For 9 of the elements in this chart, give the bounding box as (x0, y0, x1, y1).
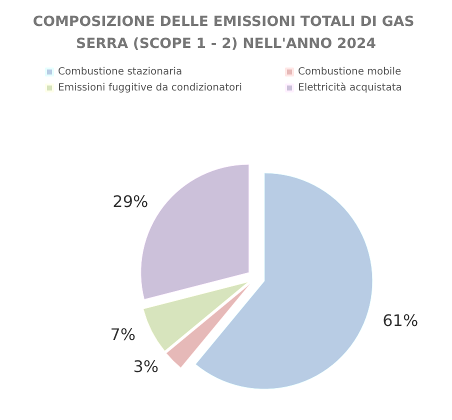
data-label: 3% (133, 356, 159, 376)
chart-title: COMPOSIZIONE DELLE EMISSIONI TOTALI DI GAS SERRA (SCOPE 1 - 2) NELL'ANNO 2024 (32, 14, 420, 52)
data-label: 29% (112, 192, 148, 211)
legend-label: Emissioni fuggitive da condizionatori (58, 82, 242, 94)
data-label: 7% (110, 325, 136, 344)
legend-label: Combustione stazionaria (58, 66, 182, 78)
data-label: 61% (382, 310, 418, 330)
legend-label: Combustione mobile (298, 66, 402, 78)
legend-label: Elettricità acquistata (298, 82, 402, 94)
